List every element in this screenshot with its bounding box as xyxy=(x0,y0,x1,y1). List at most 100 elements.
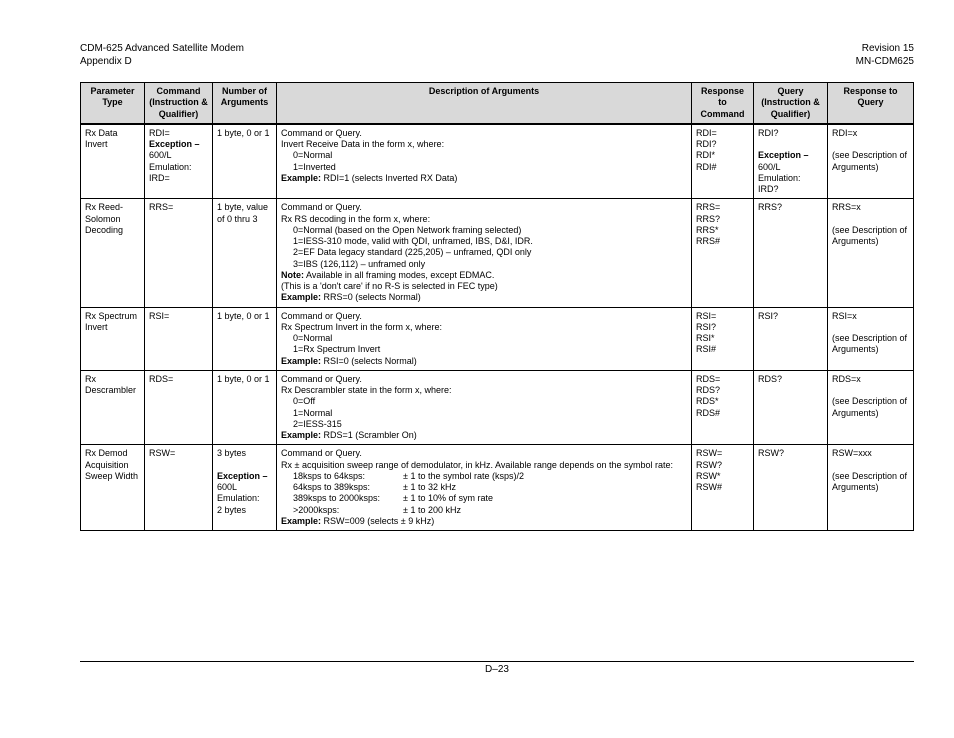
rq-line: (see Description of Arguments) xyxy=(832,333,907,354)
cell-query: RRS? xyxy=(754,199,828,307)
desc-line: Rx ± acquisition sweep range of demodula… xyxy=(281,460,673,470)
desc-example-label: Example: xyxy=(281,356,321,366)
resp-line: RSW* xyxy=(696,471,721,481)
resp-line: RSI? xyxy=(696,322,716,332)
resp-line: RDI* xyxy=(696,150,715,160)
rq-line: (see Description of Arguments) xyxy=(832,225,907,246)
desc-line: Command or Query. xyxy=(281,448,362,458)
cell-query: RDS? xyxy=(754,370,828,445)
desc-example-label: Example: xyxy=(281,430,321,440)
resp-line: RRS? xyxy=(696,214,720,224)
cell-resp: RSW= RSW? RSW* RSW# xyxy=(692,445,754,531)
desc-option-key: 389ksps to 2000ksps: xyxy=(293,493,403,504)
header-subtitle: Appendix D xyxy=(80,55,244,68)
rq-line: (see Description of Arguments) xyxy=(832,471,907,492)
cell-desc: Command or Query. Rx Spectrum Invert in … xyxy=(277,307,692,370)
cell-resp: RDI= RDI? RDI* RDI# xyxy=(692,124,754,199)
cell-desc: Command or Query. Rx ± acquisition sweep… xyxy=(277,445,692,531)
desc-option: 1=Normal xyxy=(281,408,687,419)
desc-example-label: Example: xyxy=(281,173,321,183)
desc-example: RSW=009 (selects ± 9 kHz) xyxy=(321,516,434,526)
resp-line: RDS# xyxy=(696,408,720,418)
rq-line: RRS=x xyxy=(832,202,861,212)
cell-desc: Command or Query. Rx Descrambler state i… xyxy=(277,370,692,445)
col-response-query: Response to Query xyxy=(828,83,914,124)
page-header: CDM-625 Advanced Satellite Modem Appendi… xyxy=(80,42,914,68)
cell-args: 1 byte, 0 or 1 xyxy=(213,370,277,445)
args-line: 3 bytes xyxy=(217,448,246,458)
cell-cmd: RRS= xyxy=(145,199,213,307)
header-left: CDM-625 Advanced Satellite Modem Appendi… xyxy=(80,42,244,68)
col-num-args: Number of Arguments xyxy=(213,83,277,124)
cell-query: RSI? xyxy=(754,307,828,370)
cell-resp: RRS= RRS? RRS* RRS# xyxy=(692,199,754,307)
table-row: Rx Descrambler RDS= 1 byte, 0 or 1 Comma… xyxy=(81,370,914,445)
cmd-line: 600/L Emulation: IRD= xyxy=(149,150,192,183)
resp-line: RSI* xyxy=(696,333,715,343)
desc-option-val: ± 1 to the symbol rate (ksps)/2 xyxy=(403,471,524,481)
col-response-cmd: Response to Command xyxy=(692,83,754,124)
cell-param: Rx Data Invert xyxy=(81,124,145,199)
table-row: Rx Data Invert RDI= Exception – 600/L Em… xyxy=(81,124,914,199)
header-right: Revision 15 MN-CDM625 xyxy=(856,42,914,68)
resp-line: RDS* xyxy=(696,396,719,406)
table-row: Rx Spectrum Invert RSI= 1 byte, 0 or 1 C… xyxy=(81,307,914,370)
resp-line: RDS= xyxy=(696,374,720,384)
desc-line: Command or Query. xyxy=(281,374,362,384)
desc-option: 64ksps to 389ksps:± 1 to 32 kHz xyxy=(281,482,687,493)
desc-option: 389ksps to 2000ksps:± 1 to 10% of sym ra… xyxy=(281,493,687,504)
desc-line: Command or Query. xyxy=(281,128,362,138)
desc-line: Rx Descrambler state in the form x, wher… xyxy=(281,385,452,395)
page-footer: D–23 xyxy=(80,661,914,675)
desc-option-key: 18ksps to 64ksps: xyxy=(293,471,403,482)
header-revision: Revision 15 xyxy=(856,42,914,55)
cell-query: RDI? Exception – 600/L Emulation: IRD? xyxy=(754,124,828,199)
cell-desc: Command or Query. Invert Receive Data in… xyxy=(277,124,692,199)
desc-line: Command or Query. xyxy=(281,311,362,321)
parameter-table: Parameter Type Command (Instruction & Qu… xyxy=(80,82,914,531)
resp-line: RRS# xyxy=(696,236,720,246)
resp-line: RDI# xyxy=(696,162,717,172)
desc-option: 0=Normal xyxy=(281,333,687,344)
resp-line: RSW= xyxy=(696,448,722,458)
header-title: CDM-625 Advanced Satellite Modem xyxy=(80,42,244,55)
desc-line: Rx RS decoding in the form x, where: xyxy=(281,214,430,224)
col-parameter-type: Parameter Type xyxy=(81,83,145,124)
desc-example: RRS=0 (selects Normal) xyxy=(321,292,421,302)
cell-args: 1 byte, 0 or 1 xyxy=(213,307,277,370)
rq-line: RDS=x xyxy=(832,374,861,384)
cell-resp-query: RSW=xxx (see Description of Arguments) xyxy=(828,445,914,531)
cell-param: Rx Spectrum Invert xyxy=(81,307,145,370)
desc-option: 2=EF Data legacy standard (225,205) – un… xyxy=(281,247,687,258)
rq-line: RDI=x xyxy=(832,128,857,138)
desc-note: Available in all framing modes, except E… xyxy=(304,270,494,280)
cell-cmd: RSI= xyxy=(145,307,213,370)
resp-line: RDS? xyxy=(696,385,720,395)
table-row: Rx Demod Acquisition Sweep Width RSW= 3 … xyxy=(81,445,914,531)
query-line: RDI? xyxy=(758,128,779,138)
desc-line: Rx Spectrum Invert in the form x, where: xyxy=(281,322,442,332)
cmd-exception-label: Exception – xyxy=(149,139,200,149)
page-number: D–23 xyxy=(485,664,509,675)
desc-option: 0=Off xyxy=(281,396,687,407)
table-header-row: Parameter Type Command (Instruction & Qu… xyxy=(81,83,914,124)
cmd-line: RDI= xyxy=(149,128,170,138)
desc-option: 1=IESS-310 mode, valid with QDI, unframe… xyxy=(281,236,687,247)
desc-line: Command or Query. xyxy=(281,202,362,212)
desc-option: 1=Inverted xyxy=(281,162,687,173)
args-exception-label: Exception – xyxy=(217,471,268,481)
resp-line: RDI= xyxy=(696,128,717,138)
desc-option-val: ± 1 to 10% of sym rate xyxy=(403,493,493,503)
desc-option: 3=IBS (126,112) – unframed only xyxy=(281,259,687,270)
cell-args: 1 byte, value of 0 thru 3 xyxy=(213,199,277,307)
desc-option: 0=Normal xyxy=(281,150,687,161)
desc-example-label: Example: xyxy=(281,516,321,526)
cell-resp-query: RDS=x (see Description of Arguments) xyxy=(828,370,914,445)
rq-line: RSI=x xyxy=(832,311,857,321)
table-row: Rx Reed-Solomon Decoding RRS= 1 byte, va… xyxy=(81,199,914,307)
desc-note-label: Note: xyxy=(281,270,304,280)
args-line: 600L Emulation: xyxy=(217,482,260,503)
args-line: 2 bytes xyxy=(217,505,246,515)
desc-option: 18ksps to 64ksps:± 1 to the symbol rate … xyxy=(281,471,687,482)
cell-cmd: RDS= xyxy=(145,370,213,445)
